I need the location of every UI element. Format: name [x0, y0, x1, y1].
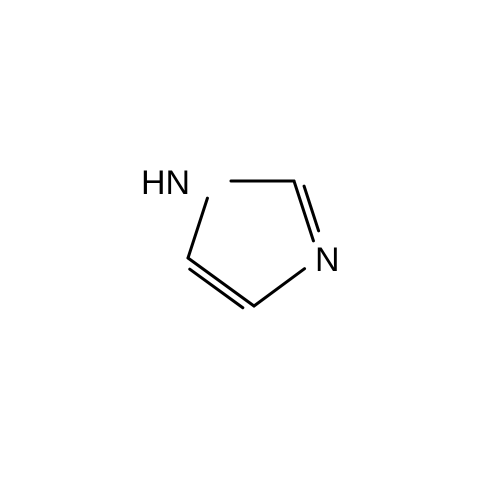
- bond-line: [188, 258, 254, 306]
- bond-line: [254, 269, 305, 306]
- atom-label-N1: HN: [141, 164, 190, 203]
- bond-line: [304, 186, 319, 231]
- bond-line: [294, 181, 313, 241]
- bond-line: [188, 198, 207, 258]
- bond-layer: [0, 0, 500, 500]
- chemical-structure-canvas: HN N: [0, 0, 500, 500]
- bond-line: [190, 269, 243, 308]
- atom-label-N3: N: [315, 241, 340, 280]
